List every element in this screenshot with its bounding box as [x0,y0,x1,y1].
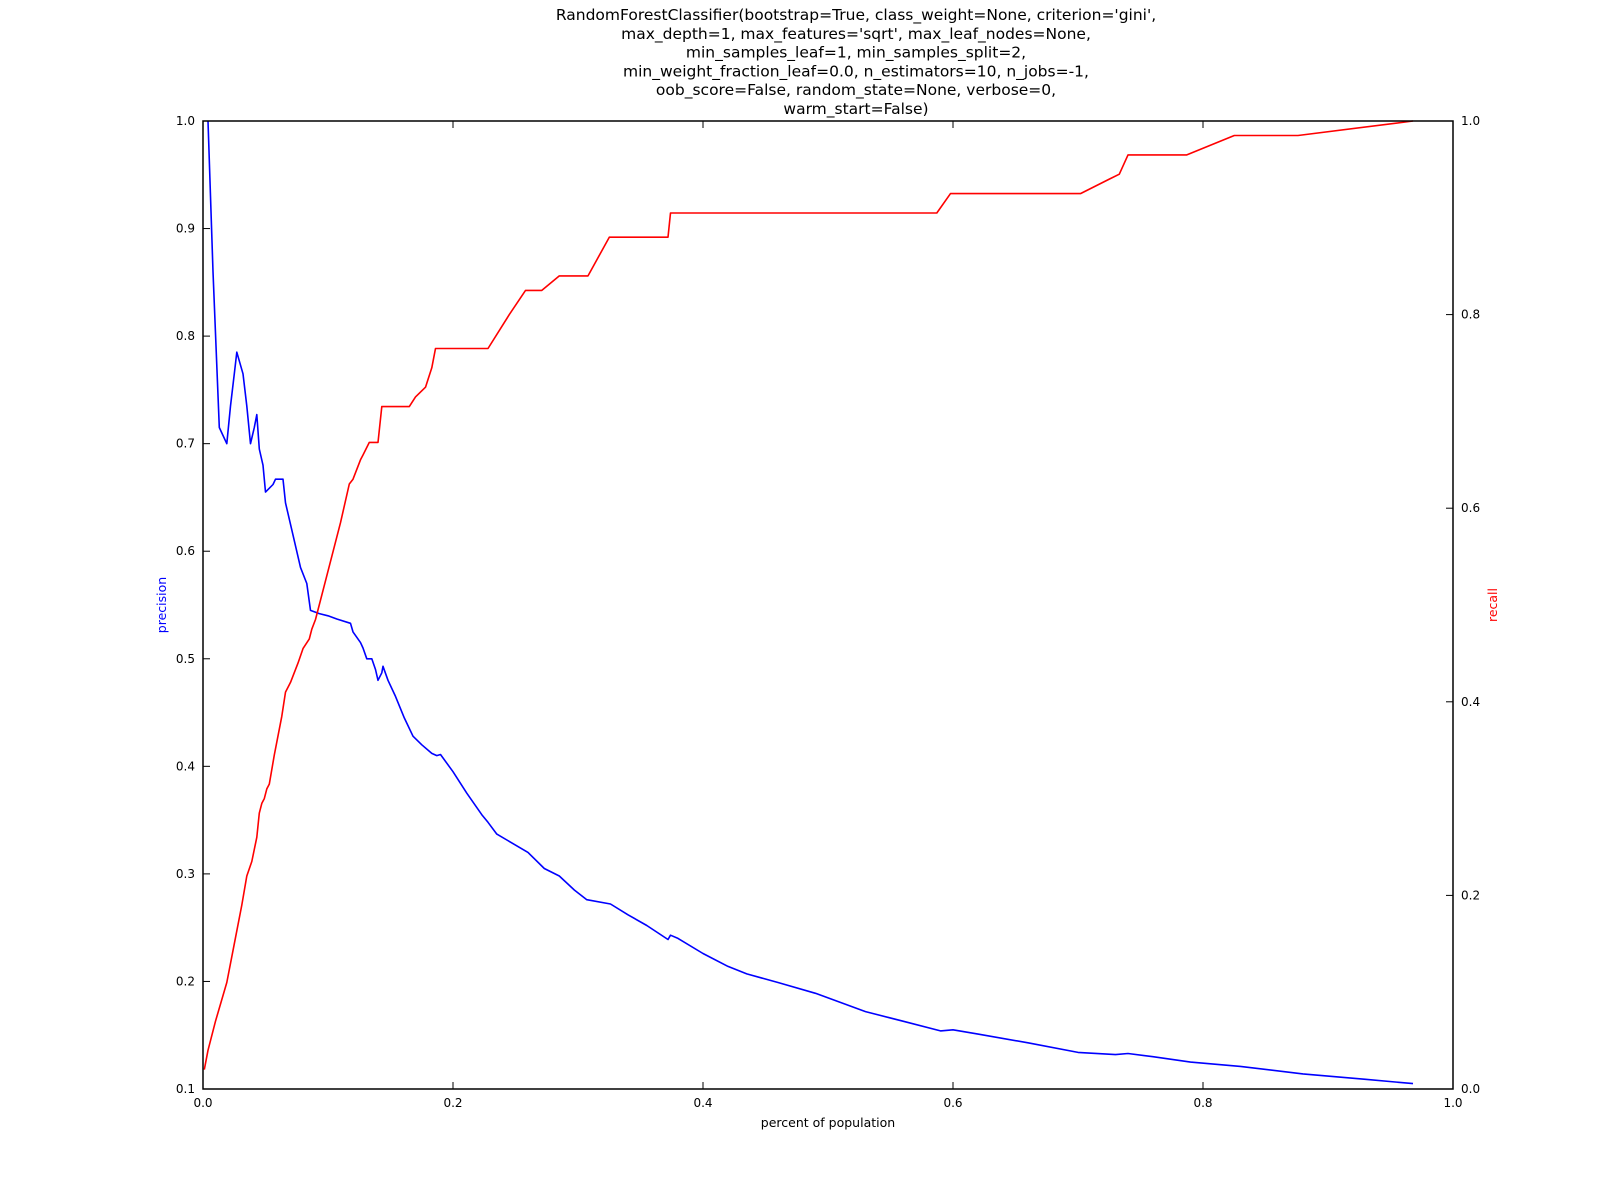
chart-title-line: min_weight_fraction_leaf=0.0, n_estimato… [623,62,1089,81]
recall-line [203,120,1414,1070]
x-tick-label: 0.6 [943,1096,962,1110]
y-left-tick-label: 1.0 [176,114,195,128]
chart-title-line: oob_score=False, random_state=None, verb… [656,81,1056,100]
y-left-tick-label: 0.3 [176,867,195,881]
x-tick-label: 0.4 [693,1096,712,1110]
y-left-tick-label: 0.8 [176,329,195,343]
x-axis-label: percent of population [761,1115,895,1130]
y-right-tick-label: 0.8 [1461,308,1480,322]
chart-title-line: warm_start=False) [783,100,928,119]
y-right-tick-label: 0.2 [1461,888,1480,902]
chart-title-line: max_depth=1, max_features='sqrt', max_le… [621,25,1091,44]
y-axis-right-label: recall [1485,588,1500,622]
y-left-tick-label: 0.1 [176,1082,195,1096]
chart-title: RandomForestClassifier(bootstrap=True, c… [556,6,1156,119]
y-left-tick-label: 0.5 [176,652,195,666]
y-right-tick-label: 0.4 [1461,695,1480,709]
x-tick-label: 1.0 [1443,1096,1462,1110]
y-right-tick-label: 1.0 [1461,114,1480,128]
y-right-tick-label: 0.0 [1461,1082,1480,1096]
x-tick-label: 0.0 [193,1096,212,1110]
y-left-tick-label: 0.4 [176,759,195,773]
chart-title-line: RandomForestClassifier(bootstrap=True, c… [556,6,1156,25]
axis-ticks: 0.0 0.2 0.4 0.6 0.8 1.0 0.1 0.2 0.3 0.4 0.5 0.6 0.7 0… [176,114,1480,1110]
chart-title-line: min_samples_leaf=1, min_samples_split=2, [686,44,1026,63]
y-left-tick-label: 0.7 [176,437,195,451]
series-layer [203,120,1414,1085]
y-left-tick-label: 0.2 [176,974,195,988]
x-tick-label: 0.8 [1193,1096,1212,1110]
x-tick-label: 0.2 [443,1096,462,1110]
y-axis-left-label: precision [154,577,169,633]
y-left-tick-label: 0.6 [176,544,195,558]
y-left-tick-label: 0.9 [176,222,195,236]
y-right-tick-label: 0.6 [1461,501,1480,515]
precision-line [207,120,1414,1085]
plot-frame [202,120,1454,1090]
